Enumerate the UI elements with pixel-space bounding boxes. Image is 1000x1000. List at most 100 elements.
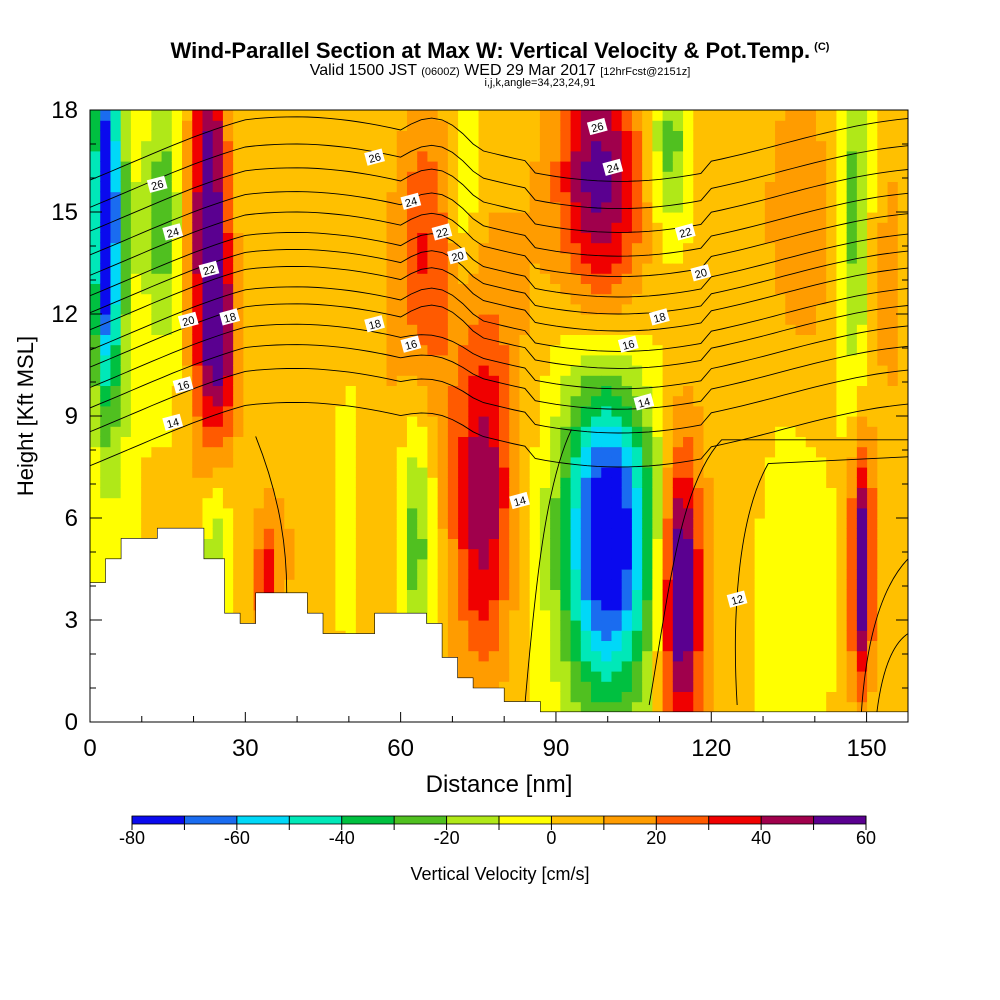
- velocity-cell: [815, 130, 827, 142]
- velocity-cell: [304, 232, 316, 244]
- velocity-cell: [345, 314, 357, 325]
- velocity-cell: [591, 426, 602, 437]
- velocity-cell: [90, 314, 101, 325]
- velocity-cell: [294, 181, 306, 193]
- velocity-cell: [253, 201, 265, 213]
- velocity-cell: [427, 477, 439, 488]
- velocity-cell: [754, 671, 766, 682]
- velocity-cell: [447, 589, 459, 601]
- velocity-cell: [744, 416, 756, 427]
- velocity-cell: [560, 671, 572, 682]
- velocity-cell: [662, 201, 674, 213]
- velocity-cell: [805, 314, 817, 325]
- velocity-cell: [130, 446, 142, 458]
- velocity-cell: [785, 150, 797, 162]
- velocity-cell: [877, 395, 889, 407]
- velocity-cell: [314, 201, 326, 213]
- velocity-cell: [161, 405, 173, 417]
- velocity-cell: [631, 242, 643, 254]
- velocity-cell: [897, 507, 908, 519]
- velocity-cell: [458, 110, 469, 121]
- velocity-cell: [713, 201, 725, 213]
- velocity-cell: [539, 456, 551, 468]
- velocity-cell: [263, 416, 275, 427]
- velocity-cell: [672, 671, 684, 682]
- velocity-cell: [621, 691, 633, 703]
- velocity-cell: [274, 538, 285, 550]
- velocity-cell: [468, 528, 480, 539]
- velocity-cell: [683, 630, 694, 641]
- velocity-cell: [897, 589, 908, 601]
- velocity-cell: [355, 507, 367, 519]
- velocity-cell: [723, 477, 735, 488]
- velocity-cell: [335, 232, 347, 244]
- velocity-cell: [683, 599, 694, 611]
- velocity-cell: [662, 640, 674, 652]
- velocity-cell: [130, 395, 142, 407]
- velocity-cell: [335, 130, 347, 142]
- velocity-cell: [263, 273, 275, 284]
- velocity-cell: [499, 171, 510, 182]
- velocity-cell: [723, 375, 735, 386]
- velocity-cell: [713, 426, 725, 437]
- velocity-cell: [805, 599, 817, 611]
- velocity-cell: [652, 660, 664, 672]
- velocity-cell: [212, 324, 224, 335]
- velocity-cell: [560, 681, 572, 692]
- velocity-cell: [591, 518, 602, 529]
- velocity-cell: [222, 334, 234, 346]
- velocity-cell: [723, 528, 735, 539]
- velocity-cell: [130, 528, 142, 539]
- velocity-cell: [274, 446, 285, 458]
- velocity-cell: [314, 538, 326, 550]
- velocity-cell: [406, 487, 418, 499]
- velocity-cell: [345, 620, 357, 631]
- velocity-cell: [396, 171, 408, 182]
- velocity-cell: [355, 242, 367, 254]
- velocity-cell: [611, 354, 623, 366]
- velocity-cell: [335, 324, 347, 335]
- velocity-cell: [110, 405, 122, 417]
- velocity-cell: [458, 222, 469, 233]
- velocity-cell: [775, 110, 786, 121]
- velocity-cell: [437, 161, 449, 172]
- velocity-cell: [406, 416, 418, 427]
- velocity-cell: [611, 426, 623, 437]
- velocity-cell: [304, 538, 316, 550]
- velocity-cell: [764, 242, 776, 254]
- velocity-cell: [550, 436, 561, 448]
- velocity-cell: [652, 232, 664, 244]
- velocity-cell: [478, 477, 490, 488]
- velocity-cell: [652, 507, 664, 519]
- velocity-cell: [253, 171, 265, 182]
- velocity-cell: [744, 497, 756, 509]
- velocity-cell: [468, 660, 480, 672]
- velocity-cell: [376, 548, 388, 560]
- contour-label: 22: [198, 260, 220, 278]
- velocity-cell: [815, 497, 827, 509]
- velocity-cell: [621, 630, 633, 641]
- velocity-cell: [519, 354, 531, 366]
- velocity-cell: [703, 579, 715, 590]
- velocity-cell: [672, 650, 684, 662]
- velocity-cell: [90, 120, 101, 131]
- velocity-cell: [202, 365, 214, 376]
- velocity-cell: [468, 558, 480, 570]
- velocity-cell: [713, 385, 725, 397]
- velocity-cell: [509, 283, 521, 295]
- velocity-cell: [274, 293, 285, 305]
- velocity-cell: [499, 609, 510, 621]
- velocity-cell: [100, 334, 112, 346]
- velocity-cell: [90, 528, 101, 539]
- velocity-cell: [233, 599, 244, 611]
- velocity-cell: [631, 181, 643, 193]
- colorbar-swatch: [708, 816, 762, 824]
- velocity-cell: [222, 365, 234, 376]
- velocity-cell: [253, 487, 265, 499]
- velocity-cell: [662, 303, 674, 315]
- velocity-cell: [406, 181, 418, 193]
- velocity-cell: [314, 334, 326, 346]
- velocity-cell: [192, 150, 204, 162]
- velocity-cell: [161, 314, 173, 325]
- velocity-cell: [141, 416, 152, 427]
